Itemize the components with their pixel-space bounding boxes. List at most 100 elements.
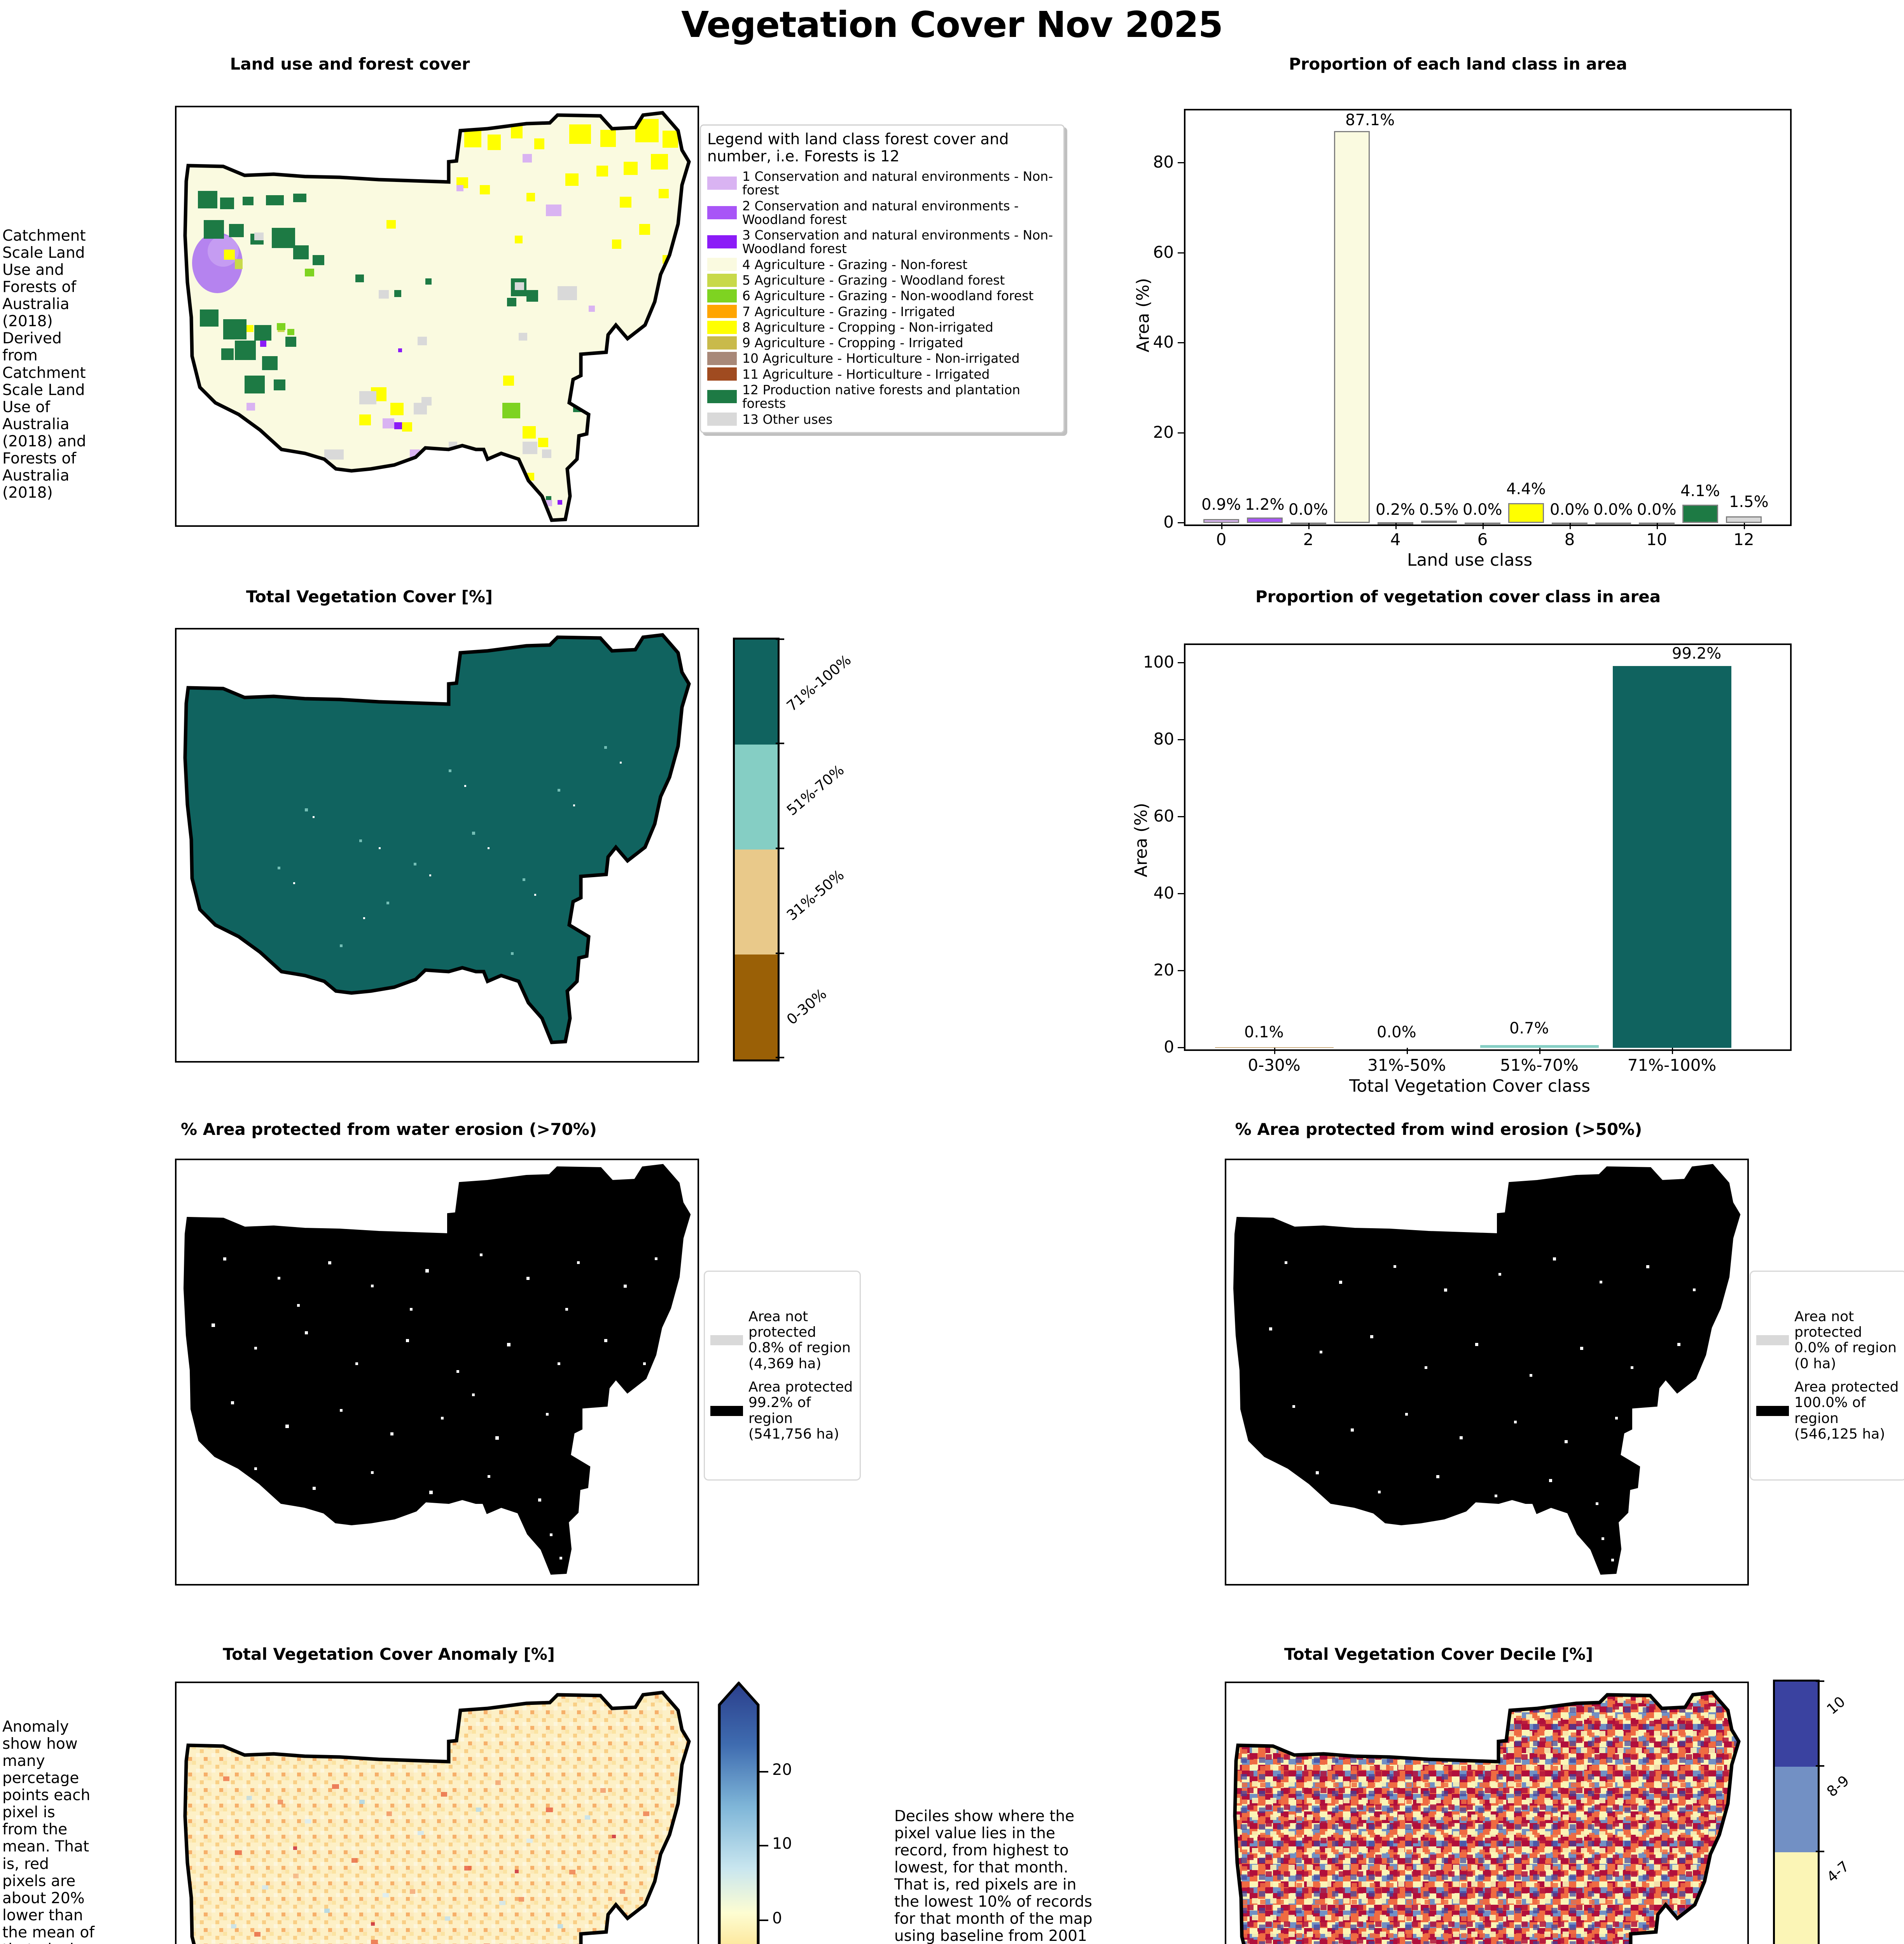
legend-swatch [707,273,737,287]
x-tick [1744,523,1745,529]
legend-label: 12 Production native forests and plantat… [742,382,1021,411]
legend-item[interactable]: 4 Agriculture - Grazing - Non-forest [707,257,1057,272]
anomaly-colorbar[interactable]: 20 10 0 −10 −20 [715,1682,848,1944]
legend-swatch [707,305,737,318]
legend-item[interactable]: 6 Agriculture - Grazing - Non-woodland f… [707,288,1057,304]
bar-value-label: 0.0% [1289,501,1328,519]
bar-value-label: 0.1% [1244,1023,1284,1041]
x-tick-label: 12 [1733,530,1754,549]
x-tick-label: 8 [1564,530,1575,549]
legend-row-not-protected: Area not protected 0.8% of region (4,369… [710,1309,854,1372]
legend-label: 13 Other uses [742,411,833,427]
bar-veg-0-30[interactable] [1215,1047,1334,1048]
landuse-chart-title: Proportion of each land class in area [1289,54,1628,73]
colorbar-tick [759,1920,768,1921]
veg-cover-map[interactable] [175,628,699,1063]
bar-class-0[interactable] [1203,519,1239,523]
page-title: Vegetation Cover Nov 2025 [681,4,1223,45]
colorbar-label-8-9: 8-9 [1824,1772,1853,1800]
colorbar-label-0: 0 [772,1909,782,1927]
bar-class-1[interactable] [1247,517,1283,523]
legend-item[interactable]: 5 Agriculture - Grazing - Woodland fores… [707,273,1057,287]
legend-item[interactable]: 2 Conservation and natural environments … [707,199,1057,227]
legend-item[interactable]: 13 Other uses [707,411,1057,427]
veg-cover-colorbar[interactable]: 71%-100% 51%-70% 31%-50% 0-30% [733,638,854,1061]
decile-map-graphic [1233,1691,1741,1944]
x-tick [1539,1048,1540,1054]
decile-colorbar[interactable]: 10 8-9 4-7 2-3 1 [1773,1680,1852,1944]
y-tick-label: 0 [1163,512,1174,531]
bar-class-11[interactable] [1682,505,1718,523]
bar-veg-51-70[interactable] [1480,1045,1599,1048]
wind-erosion-legend: Area not protected 0.0% of region (0 ha)… [1750,1271,1904,1481]
legend-label: 5 Agriculture - Grazing - Woodland fores… [742,272,1005,288]
bar-value-label: 1.2% [1245,496,1285,514]
landuse-legend: Legend with land class forest cover and … [700,124,1065,433]
bar-class-5[interactable] [1421,521,1457,523]
bar-class-7[interactable] [1508,503,1544,523]
landuse-map[interactable] [175,106,699,527]
anomaly-map[interactable] [175,1682,699,1944]
veg-chart-title: Proportion of vegetation cover class in … [1255,587,1661,606]
y-tick-label: 80 [1153,729,1174,748]
legend-label: 2 Conservation and natural environments … [742,198,1019,227]
bar-value-label: 0.0% [1377,1023,1416,1041]
bar-class-3[interactable] [1334,131,1370,523]
decile-note: Deciles show where the pixel value lies … [894,1808,1093,1944]
x-tick-label: 51%-70% [1500,1056,1579,1075]
legend-item[interactable]: 3 Conservation and natural environments … [707,228,1057,256]
landuse-source-note: Catchment Scale Land Use and Forests of … [2,227,86,502]
x-tick [1274,1048,1275,1054]
legend-item[interactable]: 10 Agriculture - Horticulture - Non-irri… [707,351,1057,365]
bar-veg-71-100[interactable] [1613,666,1731,1048]
landuse-bar-chart[interactable]: 0 20 40 60 80 Area (%) 0.9% 1.2% 0.0% 87… [1128,101,1812,570]
veg-cover-map-graphic [183,633,691,1044]
legend-item[interactable]: 12 Production native forests and plantat… [707,383,1057,411]
wind-erosion-map[interactable] [1225,1159,1749,1586]
colorbar-seg-31-50 [735,850,778,955]
y-tick-label: 60 [1153,806,1174,825]
landuse-map-title: Land use and forest cover [230,54,470,73]
bar-class-9[interactable] [1595,523,1631,525]
y-tick [1178,816,1184,817]
x-tick [1308,523,1310,529]
bar-value-label: 0.0% [1593,501,1633,519]
bar-class-12[interactable] [1726,516,1762,523]
bar-value-label: 0.5% [1419,501,1459,519]
legend-label: 1 Conservation and natural environments … [742,168,1053,198]
legend-label: 6 Agriculture - Grazing - Non-woodland f… [742,288,1034,304]
legend-swatch [707,206,737,219]
x-tick-label: 31%-50% [1367,1056,1446,1075]
legend-swatch [707,390,737,404]
water-erosion-map[interactable] [175,1159,699,1586]
legend-item[interactable]: 1 Conservation and natural environments … [707,170,1057,197]
water-erosion-map-graphic [183,1164,691,1575]
veg-map-title: Total Vegetation Cover [%] [246,587,493,606]
anomaly-map-graphic [183,1691,691,1944]
colorbar-seg-8-9 [1775,1767,1818,1852]
legend-item[interactable]: 11 Agriculture - Horticulture - Irrigate… [707,367,1057,381]
decile-map[interactable] [1225,1682,1749,1944]
legend-item[interactable]: 9 Agriculture - Cropping - Irrigated [707,336,1057,350]
colorbar-tick [1816,1765,1824,1767]
colorbar-tick [776,953,784,954]
y-tick [1178,522,1184,523]
veg-bar-chart[interactable]: 0 20 40 60 80 100 Area (%) 0.1% 0.0% 0.7… [1128,626,1812,1096]
x-tick [1570,523,1571,529]
colorbar-label-0-30: 0-30% [783,985,830,1028]
bar-value-label: 0.2% [1376,501,1415,519]
legend-swatch [707,258,737,271]
y-tick-label: 80 [1153,152,1174,171]
legend-label: 4 Agriculture - Grazing - Non-forest [742,257,968,272]
x-axis-title: Land use class [1407,550,1533,570]
legend-text-not-protected: Area not protected 0.0% of region (0 ha) [1794,1308,1897,1372]
legend-swatch [707,413,737,426]
bar-value-label: 4.1% [1680,482,1720,500]
x-tick [1657,523,1658,529]
x-tick-label: 71%-100% [1627,1056,1717,1075]
y-tick [1178,342,1184,343]
legend-item[interactable]: 7 Agriculture - Grazing - Irrigated [707,304,1057,318]
y-tick-label: 100 [1143,652,1174,671]
legend-item[interactable]: 8 Agriculture - Cropping - Non-irrigated [707,320,1057,334]
legend-label: 8 Agriculture - Cropping - Non-irrigated [742,319,993,335]
